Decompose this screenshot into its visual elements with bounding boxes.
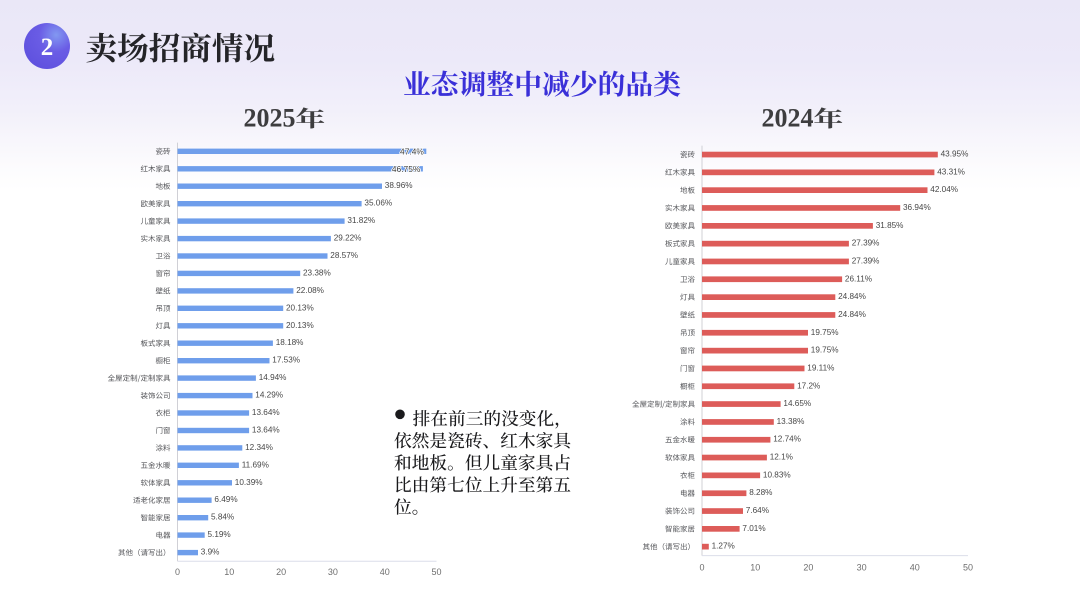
svg-text:7.64%: 7.64%	[746, 506, 769, 515]
svg-text:42.04%: 42.04%	[930, 185, 958, 194]
svg-text:20.13%: 20.13%	[286, 321, 314, 330]
svg-text:12.34%: 12.34%	[245, 443, 273, 452]
svg-text:12.1%: 12.1%	[770, 453, 793, 462]
svg-text:12.74%: 12.74%	[773, 435, 801, 444]
svg-text:17.53%: 17.53%	[272, 356, 300, 365]
svg-text:13.64%: 13.64%	[252, 426, 280, 435]
svg-text:40: 40	[910, 563, 920, 573]
svg-text:5.19%: 5.19%	[208, 530, 231, 539]
svg-text:2: 2	[41, 34, 54, 61]
svg-text:28.57%: 28.57%	[330, 251, 358, 260]
svg-text:20: 20	[276, 567, 286, 577]
svg-text:19.11%: 19.11%	[807, 363, 834, 372]
svg-text:10.39%: 10.39%	[235, 478, 263, 487]
svg-text:24.84%: 24.84%	[838, 310, 866, 319]
svg-text:22.08%: 22.08%	[296, 286, 324, 295]
svg-text:43.31%: 43.31%	[937, 167, 965, 176]
svg-text:10.83%: 10.83%	[763, 470, 791, 479]
svg-text:10: 10	[224, 567, 234, 577]
svg-text:46.75%: 46.75%	[392, 164, 421, 174]
svg-text:23.38%: 23.38%	[303, 268, 331, 277]
svg-text:20: 20	[803, 563, 813, 573]
svg-text:14.94%: 14.94%	[259, 373, 287, 382]
svg-text:19.75%: 19.75%	[811, 328, 839, 337]
svg-text:19.75%: 19.75%	[811, 346, 839, 355]
svg-text:0: 0	[699, 563, 704, 573]
svg-text:5.84%: 5.84%	[211, 513, 234, 522]
svg-text:50: 50	[963, 563, 973, 573]
svg-text:14.65%: 14.65%	[783, 399, 811, 408]
svg-text:14.29%: 14.29%	[255, 391, 283, 400]
svg-text:18.18%: 18.18%	[276, 338, 304, 347]
svg-text:2024: 2024	[762, 104, 814, 133]
svg-text:0: 0	[175, 567, 180, 577]
svg-text:10: 10	[750, 563, 760, 573]
svg-text:38.96%: 38.96%	[385, 181, 413, 190]
svg-text:27.39%: 27.39%	[852, 257, 880, 266]
svg-text:26.11%: 26.11%	[845, 274, 872, 283]
svg-text:40: 40	[380, 567, 390, 577]
svg-text:2025: 2025	[244, 104, 296, 133]
svg-text:47.4%: 47.4%	[400, 146, 424, 156]
svg-text:50: 50	[431, 567, 441, 577]
svg-text:20.13%: 20.13%	[286, 303, 314, 312]
svg-text:13.64%: 13.64%	[252, 408, 280, 417]
svg-text:31.82%: 31.82%	[347, 216, 375, 225]
svg-text:31.85%: 31.85%	[876, 221, 904, 230]
svg-text:1.27%: 1.27%	[712, 542, 735, 551]
svg-text:30: 30	[857, 563, 867, 573]
svg-text:8.28%: 8.28%	[749, 488, 772, 497]
svg-text:29.22%: 29.22%	[334, 234, 362, 243]
svg-text:13.38%: 13.38%	[777, 417, 805, 426]
svg-text:17.2%: 17.2%	[797, 381, 820, 390]
svg-text:7.01%: 7.01%	[742, 524, 765, 533]
svg-text:27.39%: 27.39%	[852, 239, 880, 248]
svg-text:30: 30	[328, 567, 338, 577]
svg-text:24.84%: 24.84%	[838, 292, 866, 301]
svg-text:3.9%: 3.9%	[201, 548, 220, 557]
svg-text:35.06%: 35.06%	[364, 199, 392, 208]
svg-text:11.69%: 11.69%	[242, 460, 269, 469]
svg-text:43.95%: 43.95%	[941, 150, 969, 159]
svg-text:6.49%: 6.49%	[214, 495, 237, 504]
svg-text:36.94%: 36.94%	[903, 203, 931, 212]
